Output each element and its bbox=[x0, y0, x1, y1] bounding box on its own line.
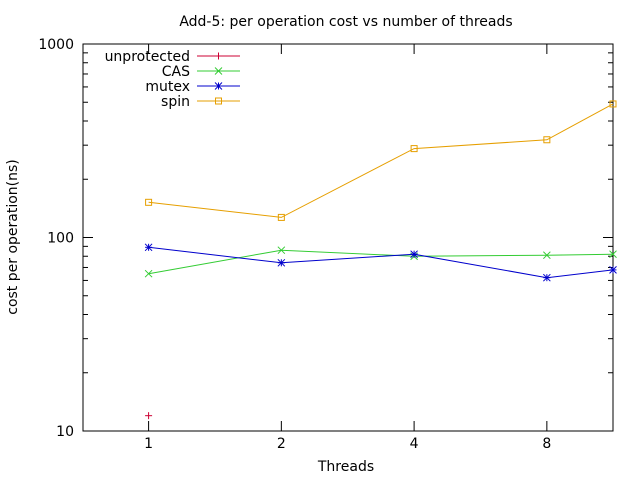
data-point-spin bbox=[145, 198, 153, 206]
series-layer bbox=[144, 100, 617, 420]
data-point-cas bbox=[277, 246, 286, 255]
legend-label: spin bbox=[161, 94, 190, 110]
data-point-mutex bbox=[543, 273, 551, 282]
x-tick-label: 1 bbox=[144, 436, 153, 452]
series-cas bbox=[144, 246, 617, 278]
series-spin bbox=[145, 100, 617, 221]
y-tick-label: 1000 bbox=[38, 37, 74, 53]
y-minor-ticks bbox=[83, 52, 613, 374]
data-point-cas bbox=[609, 250, 617, 259]
series-line-spin bbox=[148, 103, 614, 218]
legend-entry-mutex: mutex bbox=[145, 79, 240, 95]
data-point-unprotected bbox=[145, 412, 153, 420]
data-point-cas bbox=[144, 269, 153, 278]
data-point-spin bbox=[609, 100, 617, 108]
x-tick-label: 8 bbox=[542, 436, 551, 452]
legend-marker-mutex bbox=[214, 82, 223, 90]
legend-marker-unprotected bbox=[215, 52, 222, 60]
legend-entry-cas: CAS bbox=[162, 64, 240, 80]
series-line-cas bbox=[148, 249, 614, 275]
y-axis-label: cost per operation(ns) bbox=[5, 159, 21, 315]
x-tick-label: 2 bbox=[277, 436, 286, 452]
legend-marker-cas bbox=[214, 67, 223, 75]
data-point-spin bbox=[410, 145, 418, 153]
series-mutex bbox=[144, 243, 617, 282]
series-unprotected bbox=[145, 412, 153, 420]
legend-marker-spin bbox=[215, 97, 222, 105]
legend-label: mutex bbox=[145, 79, 190, 95]
data-point-mutex bbox=[609, 266, 617, 274]
data-point-cas bbox=[543, 251, 551, 260]
legend-entry-spin: spin bbox=[161, 94, 240, 110]
axis-ticks: 10 100 1000 1 2 4 8 bbox=[38, 37, 613, 452]
data-point-mutex bbox=[410, 250, 418, 259]
x-axis-label: Threads bbox=[317, 459, 374, 475]
legend-entry-unprotected: unprotected bbox=[105, 49, 240, 65]
legend-label: CAS bbox=[162, 64, 190, 80]
data-point-mutex bbox=[144, 243, 153, 252]
data-point-spin bbox=[277, 213, 285, 221]
legend-label: unprotected bbox=[105, 49, 190, 65]
x-tick-label: 4 bbox=[410, 436, 419, 452]
data-point-spin bbox=[543, 136, 551, 144]
y-tick-label: 100 bbox=[47, 231, 74, 247]
y-tick-label: 10 bbox=[56, 424, 74, 440]
chart-title: Add-5: per operation cost vs number of t… bbox=[179, 14, 512, 30]
data-point-mutex bbox=[277, 258, 286, 267]
